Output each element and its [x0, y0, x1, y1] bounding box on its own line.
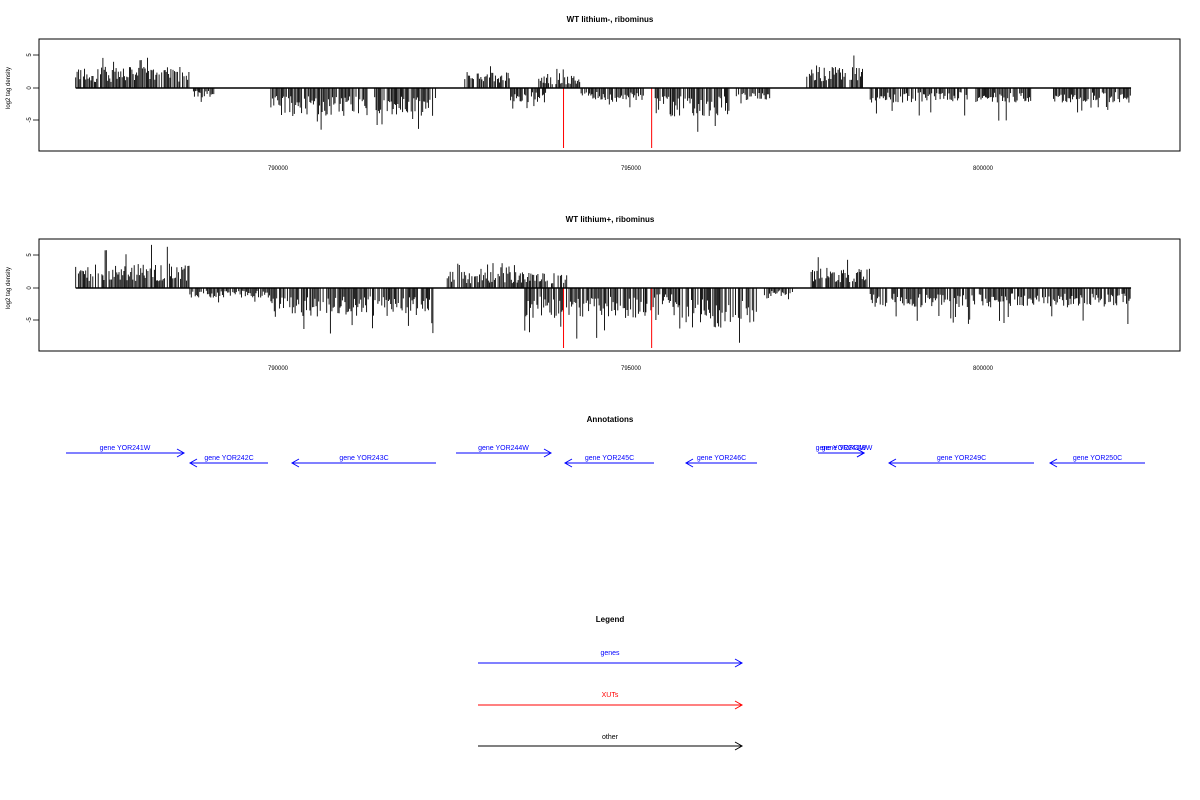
gene-arrow-yor244w: gene YOR244W [456, 445, 553, 458]
gene-arrows: gene YOR241W gene YOR242C gene YOR243C gene… [66, 445, 1145, 468]
track-panel-1: WT lithium-, ribominus log2 tag density … [6, 15, 1181, 172]
legend-label-other: other [602, 734, 619, 741]
gene-label: gene YOR243C [339, 455, 388, 462]
panel-2-xtick-800000: 800000 [973, 366, 994, 372]
gene-label: gene YOR241W [100, 445, 151, 452]
panel-1-ytick-5: 5 [27, 53, 33, 57]
panel-2-xtick-795000: 795000 [621, 366, 642, 372]
track-panel-2: WT lithium+, ribominus log2 tag density … [6, 215, 1181, 372]
gene-arrow-yor243c: gene YOR243C [290, 455, 436, 468]
gene-label: gene YOR248W [822, 445, 873, 452]
panel-1-ytick-0: 0 [27, 86, 33, 90]
legend-label-xuts: XUTs [602, 692, 619, 699]
panel-1-ytick-neg5: -5 [27, 117, 33, 123]
gene-arrowhead [543, 448, 553, 458]
gene-label: gene YOR249C [937, 455, 986, 462]
panel-2-ytick-0: 0 [27, 286, 33, 290]
gene-arrow-yor241w: gene YOR241W [66, 445, 186, 458]
panel-2-y-axis: 5 0 -5 [27, 253, 39, 323]
panel-2-ytick-5: 5 [27, 253, 33, 257]
legend-title: Legend [596, 615, 625, 624]
gene-label: gene YOR244W [478, 445, 529, 452]
legend-arrowhead-genes [734, 658, 744, 668]
panel-2-ylabel: log2 tag density [6, 267, 12, 309]
gene-arrowhead [176, 448, 186, 458]
annotations-title: Annotations [587, 415, 634, 424]
gene-arrow-yor249c: gene YOR249C [887, 455, 1034, 468]
legend-arrowhead-xuts [734, 700, 744, 710]
gene-arrow-yor242c: gene YOR242C [188, 455, 268, 468]
panel-1-xtick-790000: 790000 [268, 166, 289, 172]
gene-arrow-yor250c: gene YOR250C [1048, 455, 1145, 468]
panel-2-x-axis: 790000 795000 800000 [268, 366, 994, 372]
gene-arrow-yor245c: gene YOR245C [563, 455, 654, 468]
panel-1-frame [38, 38, 1181, 152]
panel-1-xtick-800000: 800000 [973, 166, 994, 172]
panel-2-title: WT lithium+, ribominus [566, 215, 655, 224]
panel-1-x-axis: 790000 795000 800000 [268, 166, 994, 172]
panel-1-bars [75, 55, 1131, 148]
panel-1-y-axis: 5 0 -5 [27, 53, 39, 123]
gene-arrowhead [290, 458, 300, 468]
gene-label: gene YOR250C [1073, 455, 1122, 462]
legend-label-genes: genes [600, 650, 620, 657]
gene-arrowhead [856, 448, 866, 458]
panel-2-xtick-790000: 790000 [268, 366, 289, 372]
panel-2-frame [38, 238, 1181, 352]
gene-arrowhead [684, 458, 694, 468]
gene-arrowhead [563, 458, 573, 468]
legend-arrowhead-other [734, 741, 744, 751]
gene-arrow-yor248w: gene YOR248W [822, 445, 873, 458]
gene-arrowhead [887, 458, 897, 468]
gene-label: gene YOR246C [697, 455, 746, 462]
gene-label: gene YOR247W [816, 445, 867, 452]
gene-arrowhead [188, 458, 198, 468]
panel-1-title: WT lithium-, ribominus [567, 15, 654, 24]
gene-label: gene YOR242C [204, 455, 253, 462]
gene-label: gene YOR245C [585, 455, 634, 462]
panel-2-ytick-neg5: -5 [27, 317, 33, 323]
panel-1-ylabel: log2 tag density [6, 67, 12, 109]
legend: Legend genes XUTs other [478, 615, 744, 751]
gene-arrow-yor246c: gene YOR246C [684, 455, 757, 468]
gene-arrowhead [1048, 458, 1058, 468]
panel-2-bars [75, 244, 1131, 348]
panel-1-xtick-795000: 795000 [621, 166, 642, 172]
